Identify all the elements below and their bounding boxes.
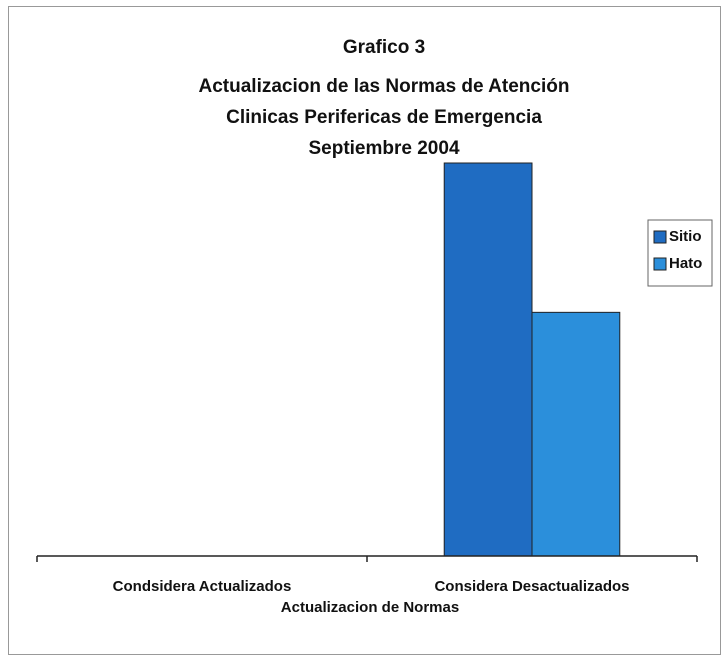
chart-border xyxy=(8,6,721,655)
chart-title: Clinicas Perifericas de Emergencia xyxy=(226,107,542,128)
x-axis-label: Actualizacion de Normas xyxy=(281,599,459,616)
chart-title: Septiembre 2004 xyxy=(308,138,459,159)
legend-label: Sitio xyxy=(669,228,702,245)
bar xyxy=(531,311,621,557)
x-tick-label: Condsidera Actualizados xyxy=(113,578,292,595)
legend-swatch xyxy=(653,230,667,244)
x-tick-label: Considera Desactualizados xyxy=(434,578,629,595)
chart-title: Grafico 3 xyxy=(343,37,425,58)
chart-title: Actualizacion de las Normas de Atención xyxy=(199,76,570,97)
legend-label: Hato xyxy=(669,255,702,272)
bar xyxy=(443,162,533,557)
legend-swatch xyxy=(653,257,667,271)
